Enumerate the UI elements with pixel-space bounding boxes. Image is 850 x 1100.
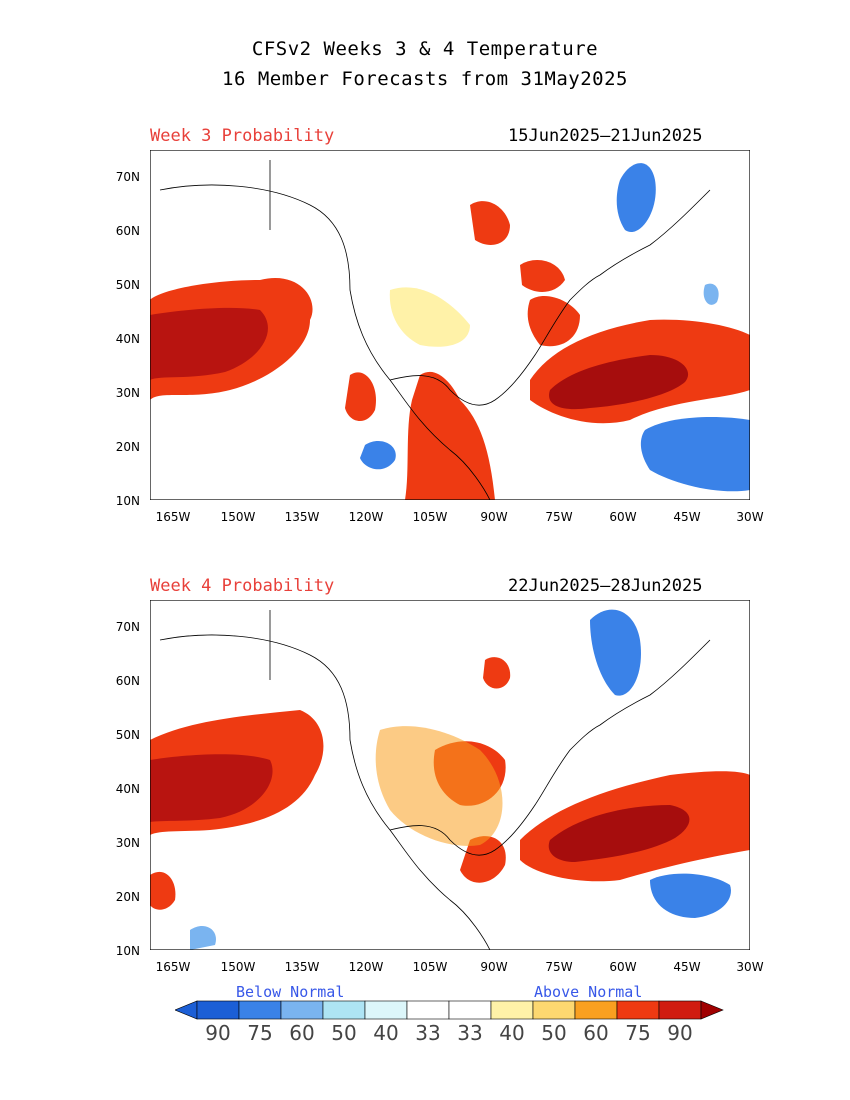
p1-lon-60w: 60W xyxy=(609,510,637,524)
week3-baja-warm xyxy=(345,372,376,422)
week3-probability-map xyxy=(150,150,750,500)
legend-arrow-left xyxy=(175,1000,198,1020)
p1-lon-120w: 120W xyxy=(348,510,384,524)
p1-lon-30w: 30W xyxy=(736,510,764,524)
panel1-date-range: 15Jun2025—21Jun2025 xyxy=(508,126,703,146)
legend-box xyxy=(196,1000,240,1020)
week4-hawaii-warm xyxy=(150,871,176,910)
p2-lat-60: 60N xyxy=(115,674,140,688)
p1-lon-135w: 135W xyxy=(284,510,320,524)
legend-value: 60 xyxy=(289,1021,315,1045)
p1-lon-75w: 75W xyxy=(545,510,573,524)
p2-lat-20: 20N xyxy=(115,890,140,904)
p2-lon-165w: 165W xyxy=(155,960,191,974)
legend-value: 33 xyxy=(457,1021,483,1045)
chart-subtitle: 16 Member Forecasts from 31May2025 xyxy=(222,68,628,90)
legend-box xyxy=(238,1000,282,1020)
legend-box xyxy=(406,1000,450,1020)
chart-title: CFSv2 Weeks 3 & 4 Temperature xyxy=(251,38,599,60)
legend-box xyxy=(448,1000,492,1020)
p1-lon-105w: 105W xyxy=(412,510,448,524)
p1-lon-150w: 150W xyxy=(220,510,256,524)
week3-coastline xyxy=(159,184,711,500)
week3-atlantic-core xyxy=(549,355,689,410)
legend-value: 40 xyxy=(499,1021,525,1045)
legend-value: 33 xyxy=(415,1021,441,1045)
p2-lat-40: 40N xyxy=(115,782,140,796)
p2-lon-135w: 135W xyxy=(284,960,320,974)
p1-lat-70: 70N xyxy=(115,170,140,184)
p1-lon-45w: 45W xyxy=(673,510,701,524)
legend-box xyxy=(658,1000,702,1020)
legend-value: 50 xyxy=(331,1021,357,1045)
legend-box xyxy=(364,1000,408,1020)
week3-eastern-pacific-cold xyxy=(360,440,396,470)
week3-mexico-warm xyxy=(405,371,495,500)
legend-box xyxy=(616,1000,660,1020)
week4-coastline xyxy=(159,634,711,950)
legend-box xyxy=(574,1000,618,1020)
legend-value: 60 xyxy=(583,1021,609,1045)
p2-lon-30w: 30W xyxy=(736,960,764,974)
legend-box xyxy=(490,1000,534,1020)
week3-hudson-warm xyxy=(470,201,510,245)
week4-gulf-warm xyxy=(460,836,506,883)
week4-tropical-atlantic-cold xyxy=(650,873,731,918)
p2-lon-150w: 150W xyxy=(220,960,256,974)
p2-lon-45w: 45W xyxy=(673,960,701,974)
p1-lat-20: 20N xyxy=(115,440,140,454)
legend-arrow-right xyxy=(700,1000,724,1020)
legend-value: 40 xyxy=(373,1021,399,1045)
panel1-week-label: Week 3 Probability xyxy=(150,126,335,146)
week3-atlantic-cold-spot xyxy=(703,283,719,305)
p2-lon-90w: 90W xyxy=(480,960,508,974)
panel2-date-range: 22Jun2025—28Jun2025 xyxy=(508,576,703,596)
week3-tropical-atlantic-cold xyxy=(640,417,750,492)
p1-lat-50: 50N xyxy=(115,278,140,292)
p1-lat-30: 30N xyxy=(115,386,140,400)
panel2-week-label: Week 4 Probability xyxy=(150,576,335,596)
legend-below-normal: Below Normal xyxy=(236,983,345,1001)
p2-lon-120w: 120W xyxy=(348,960,384,974)
week4-pacific-cold-spot xyxy=(190,925,216,950)
week4-greenland-cold xyxy=(590,609,641,696)
week4-hudson-warm xyxy=(483,657,511,689)
p2-lat-10: 10N xyxy=(115,944,140,958)
legend-value: 90 xyxy=(667,1021,693,1045)
p1-lat-10: 10N xyxy=(115,494,140,508)
legend-above-normal: Above Normal xyxy=(534,983,643,1001)
p2-lat-50: 50N xyxy=(115,728,140,742)
legend-value: 75 xyxy=(247,1021,273,1045)
p2-lon-75w: 75W xyxy=(545,960,573,974)
legend-box xyxy=(322,1000,366,1020)
week3-quebec-warm xyxy=(520,260,565,292)
week3-pacific-core xyxy=(150,307,268,380)
p2-lat-70: 70N xyxy=(115,620,140,634)
legend-value: 50 xyxy=(541,1021,567,1045)
p1-lat-60: 60N xyxy=(115,224,140,238)
legend-colorbar xyxy=(175,1000,724,1020)
legend-value: 90 xyxy=(205,1021,231,1045)
week4-us-orange xyxy=(375,726,503,846)
week3-plains-yellow xyxy=(389,287,470,347)
p2-lon-105w: 105W xyxy=(412,960,448,974)
p2-lat-30: 30N xyxy=(115,836,140,850)
p1-lon-90w: 90W xyxy=(480,510,508,524)
legend-value: 75 xyxy=(625,1021,651,1045)
week3-greenland-cold xyxy=(616,163,656,232)
p1-lat-40: 40N xyxy=(115,332,140,346)
week3-northeast-warm xyxy=(527,295,580,347)
legend-box xyxy=(280,1000,324,1020)
p1-lon-165w: 165W xyxy=(155,510,191,524)
p2-lon-60w: 60W xyxy=(609,960,637,974)
week4-pacific-core xyxy=(150,754,273,822)
legend-box xyxy=(532,1000,576,1020)
week4-probability-map xyxy=(150,600,750,950)
week4-atlantic-core xyxy=(548,805,690,862)
